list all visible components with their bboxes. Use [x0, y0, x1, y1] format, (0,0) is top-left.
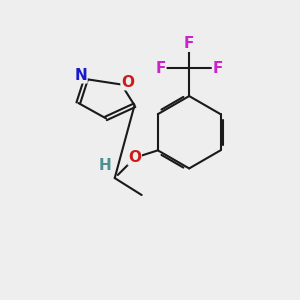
- Text: F: F: [212, 61, 223, 76]
- Text: N: N: [74, 68, 87, 83]
- Text: H: H: [99, 158, 112, 173]
- Text: O: O: [128, 150, 141, 165]
- Text: F: F: [155, 61, 166, 76]
- Text: F: F: [184, 36, 194, 51]
- Text: O: O: [121, 75, 134, 90]
